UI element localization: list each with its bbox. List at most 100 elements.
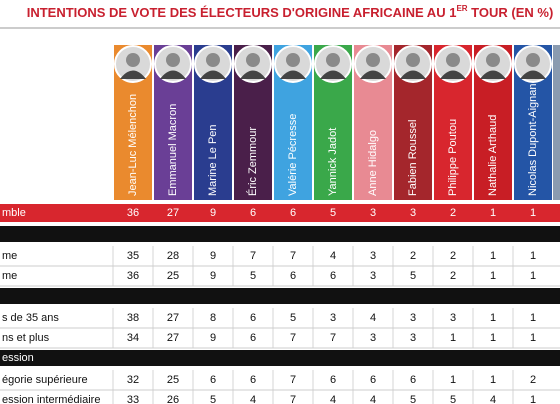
- cell-value: 5: [410, 394, 416, 404]
- cell-value: 1: [450, 374, 456, 386]
- photo-head: [246, 53, 260, 67]
- photo-head: [486, 53, 500, 67]
- cell-value: 6: [410, 374, 416, 386]
- photo-body: [480, 70, 506, 79]
- cell-value: 7: [250, 250, 256, 262]
- cell-value: 2: [530, 374, 536, 386]
- cell-value: 9: [210, 332, 216, 344]
- candidate-name: Jean-Luc Mélenchon: [127, 94, 139, 196]
- photo-body: [240, 70, 266, 79]
- cell-value: 6: [370, 374, 376, 386]
- cell-value: 4: [330, 394, 336, 404]
- candidate-name: Marine Le Pen: [207, 124, 219, 196]
- cell-value: 3: [330, 312, 336, 324]
- cell-value: 4: [370, 394, 376, 404]
- cell-value: 25: [167, 270, 179, 282]
- candidate-name: Fabien Roussel: [407, 120, 419, 196]
- cell-value: 34: [127, 332, 139, 344]
- cell-value: 4: [330, 250, 336, 262]
- photo-head: [166, 53, 180, 67]
- photo-body: [120, 70, 146, 79]
- candidate-name: Anne Hidalgo: [367, 130, 379, 196]
- photo-body: [160, 70, 186, 79]
- photo-body: [520, 70, 546, 79]
- cell-value: 4: [370, 312, 376, 324]
- cell-value: 6: [330, 270, 336, 282]
- photo-body: [200, 70, 226, 79]
- cell-value: 27: [167, 312, 179, 324]
- cell-value: 36: [127, 270, 139, 282]
- cell-value: 9: [210, 207, 216, 219]
- cell-value: 6: [210, 374, 216, 386]
- cell-value: 1: [490, 312, 496, 324]
- cell-value: 7: [330, 332, 336, 344]
- photo-head: [526, 53, 540, 67]
- section-bar: [0, 350, 560, 366]
- cell-value: 25: [167, 374, 179, 386]
- photo-head: [446, 53, 460, 67]
- cell-value: 3: [410, 332, 416, 344]
- section-label: ession: [2, 352, 34, 364]
- title-main: INTENTIONS DE VOTE DES ÉLECTEURS D'ORIGI…: [27, 5, 457, 20]
- cell-value: 5: [250, 270, 256, 282]
- candidate-name: Nathalie Arthaud: [487, 115, 499, 196]
- cell-value: 6: [250, 207, 256, 219]
- photo-body: [360, 70, 386, 79]
- cell-value: 1: [530, 270, 536, 282]
- cell-value: 5: [210, 394, 216, 404]
- cell-value: 3: [370, 250, 376, 262]
- partial-column: [553, 45, 560, 200]
- cell-value: 27: [167, 207, 179, 219]
- candidate-name: Yannick Jadot: [327, 128, 339, 196]
- cell-value: 28: [167, 250, 179, 262]
- title-sup: ER: [456, 4, 467, 13]
- cell-value: 6: [290, 270, 296, 282]
- cell-value: 6: [250, 374, 256, 386]
- cell-value: 1: [530, 332, 536, 344]
- cell-value: 2: [410, 250, 416, 262]
- cell-value: 2: [450, 207, 456, 219]
- cell-value: 1: [490, 207, 496, 219]
- cell-value: 1: [530, 250, 536, 262]
- title: INTENTIONS DE VOTE DES ÉLECTEURS D'ORIGI…: [27, 4, 554, 20]
- cell-value: 26: [167, 394, 179, 404]
- cell-value: 6: [250, 332, 256, 344]
- cell-value: 32: [127, 374, 139, 386]
- cell-value: 5: [450, 394, 456, 404]
- photo-body: [280, 70, 306, 79]
- cell-value: 5: [290, 312, 296, 324]
- cell-value: 6: [330, 374, 336, 386]
- cell-value: 7: [290, 394, 296, 404]
- candidate-name: Emmanuel Macron: [167, 104, 179, 196]
- cell-value: 36: [127, 207, 139, 219]
- cell-value: 3: [410, 207, 416, 219]
- photo-head: [206, 53, 220, 67]
- cell-value: 8: [210, 312, 216, 324]
- row-label: s de 35 ans: [2, 312, 59, 324]
- section-bar: [0, 226, 560, 242]
- section-bar: [0, 288, 560, 304]
- photo-head: [326, 53, 340, 67]
- title-end: TOUR (EN %): [468, 5, 554, 20]
- photo-head: [406, 53, 420, 67]
- photo-body: [400, 70, 426, 79]
- row-label: ns et plus: [2, 332, 50, 344]
- candidate-name: Valérie Pécresse: [287, 114, 299, 196]
- cell-value: 7: [290, 374, 296, 386]
- cell-value: 33: [127, 394, 139, 404]
- candidate-name: Nicolas Dupont-Aignan: [527, 83, 539, 196]
- cell-value: 7: [290, 250, 296, 262]
- cell-value: 1: [530, 207, 536, 219]
- cell-value: 9: [210, 270, 216, 282]
- photo-body: [440, 70, 466, 79]
- photo-head: [366, 53, 380, 67]
- cell-value: 38: [127, 312, 139, 324]
- photo-head: [126, 53, 140, 67]
- row-label: égorie supérieure: [2, 374, 88, 386]
- total-row: [0, 204, 560, 222]
- cell-value: 3: [410, 312, 416, 324]
- cell-value: 3: [370, 207, 376, 219]
- cell-value: 3: [370, 270, 376, 282]
- row-label: ession intermédiaire: [2, 394, 100, 404]
